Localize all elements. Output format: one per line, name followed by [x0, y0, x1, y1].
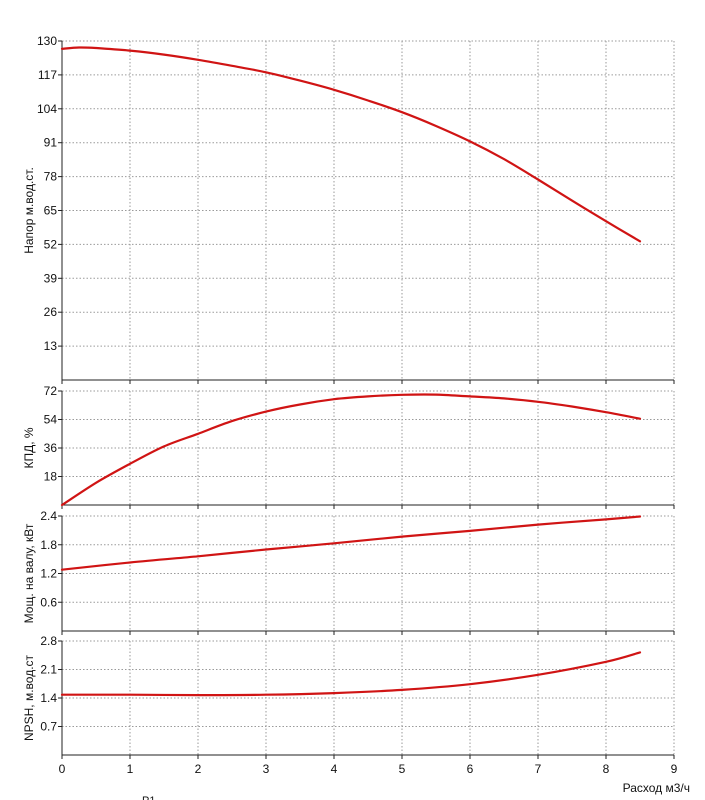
y-tick-label: 91	[44, 136, 58, 150]
x-tick-label: 4	[331, 762, 338, 776]
y-tick-label: 54	[44, 413, 58, 427]
grid-layer	[62, 40, 675, 755]
y-tick-label: 52	[44, 237, 58, 251]
x-tick-label: 3	[263, 762, 270, 776]
y-tick-label: 2.4	[40, 509, 57, 523]
y-tick-label: 1.4	[40, 691, 57, 705]
y-tick-label: 36	[44, 441, 58, 455]
x-tick-label: 7	[535, 762, 542, 776]
x-tick-label: 6	[467, 762, 474, 776]
y-tick-label: 26	[44, 305, 58, 319]
y-tick-label: 130	[37, 34, 57, 48]
y-tick-label: 78	[44, 170, 58, 184]
series-line-npsh	[60, 651, 642, 697]
y-tick-label: 72	[44, 384, 58, 398]
x-tick-label: 2	[195, 762, 202, 776]
y-tick-label: 2.8	[40, 634, 57, 648]
y-axis-label-efficiency: КПД, %	[22, 427, 36, 468]
y-tick-label: 0.6	[40, 595, 57, 609]
y-tick-label: 0.7	[40, 720, 57, 734]
y-tick-label: 1.8	[40, 538, 57, 552]
x-tick-label: 8	[603, 762, 610, 776]
y-tick-label: 1.2	[40, 567, 57, 581]
chart-footnote: P1	[142, 795, 155, 800]
y-tick-label: 18	[44, 470, 58, 484]
y-tick-label: 104	[37, 102, 57, 116]
y-axis-label-head: Напор м.вод.ст.	[22, 167, 36, 254]
x-tick-label: 5	[399, 762, 406, 776]
x-tick-label: 9	[671, 762, 678, 776]
series-line-head	[60, 46, 642, 243]
x-axis-label: Расход м3/ч	[623, 781, 690, 795]
series-line-efficiency	[60, 393, 642, 507]
x-tick-label: 1	[127, 762, 134, 776]
y-axis-label-npsh: NPSH, м.вод.ст	[22, 654, 36, 741]
axes-layer	[58, 40, 675, 759]
y-tick-label: 117	[38, 68, 57, 82]
y-tick-label: 39	[44, 271, 58, 285]
y-tick-label: 2.1	[40, 663, 57, 677]
y-axis-label-power: Мощ. на валу, кВт	[22, 523, 36, 623]
y-tick-label: 65	[44, 204, 58, 218]
series-line-power	[60, 515, 642, 571]
y-tick-label: 13	[44, 339, 58, 353]
series-layer	[60, 46, 642, 697]
x-tick-label: 0	[59, 762, 66, 776]
